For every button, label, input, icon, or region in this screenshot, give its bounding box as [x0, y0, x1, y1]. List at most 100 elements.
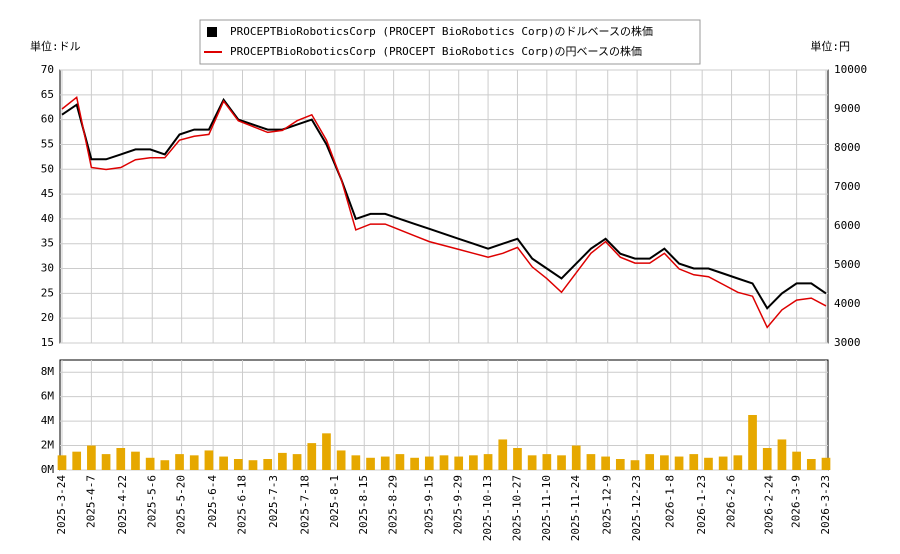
x-tick-label: 2025-4-7: [84, 475, 97, 528]
volume-bar: [571, 445, 581, 470]
volume-bar: [233, 459, 243, 470]
y-tick-label: 45: [41, 187, 54, 200]
volume-bar: [278, 452, 287, 470]
volume-bar: [366, 457, 375, 470]
volume-bar: [777, 439, 787, 470]
x-tick-label: 2026-3-9: [790, 475, 803, 528]
volume-bar: [116, 448, 126, 470]
x-tick-label: 2025-9-15: [422, 475, 435, 535]
volume-bar: [263, 459, 273, 470]
x-tick-label: 2025-12-23: [630, 475, 643, 541]
volume-bar: [322, 433, 331, 470]
x-tick-label: 2025-10-27: [510, 475, 523, 541]
x-tick-label: 2025-5-20: [175, 475, 188, 535]
y-tick-label: 60: [41, 113, 54, 126]
volume-bar: [630, 460, 640, 470]
x-tick-label: 2025-11-24: [569, 475, 582, 542]
x-tick-label: 2025-11-10: [540, 475, 553, 541]
y-tick-label: 30: [41, 262, 54, 275]
volume-bar: [395, 454, 405, 470]
y2-tick-label: 3000: [834, 336, 861, 349]
price-plot-frame: [59, 69, 829, 344]
x-tick-label: 2025-8-29: [387, 475, 400, 535]
volume-bar: [498, 439, 508, 470]
volume-bar: [351, 455, 361, 470]
x-tick-label: 2026-1-8: [664, 475, 677, 528]
volume-bar: [219, 456, 228, 470]
volume-bar: [748, 415, 757, 470]
volume-bar: [204, 450, 214, 470]
y2-tick-label: 7000: [834, 180, 861, 193]
volume-bar: [733, 455, 743, 470]
volume-bar: [792, 451, 801, 470]
y-tick-label: 70: [41, 63, 54, 76]
x-tick-label: 2025-6-4: [206, 475, 219, 528]
legend-label: PROCEPTBioRoboticsCorp (PROCEPT BioRobot…: [230, 24, 653, 38]
y2-tick-label: 6000: [834, 219, 861, 232]
y-tick-label: 20: [41, 311, 54, 324]
volume-bar: [87, 445, 96, 470]
volume-bar: [248, 460, 258, 470]
volume-bar: [762, 448, 772, 470]
volume-bar: [689, 454, 699, 470]
x-tick-label: 2026-1-23: [695, 475, 708, 535]
volume-bar: [601, 456, 610, 470]
x-tick-label: 2025-3-24: [55, 475, 68, 535]
volume-bar: [704, 457, 713, 470]
x-tick-label: 2026-2-6: [725, 475, 738, 528]
volume-bar: [645, 454, 655, 470]
volume-bar: [175, 454, 184, 470]
volume-bar: [410, 457, 419, 470]
volume-plot-frame: [59, 359, 829, 471]
price-line: [61, 95, 827, 329]
volume-bar: [307, 443, 317, 470]
y-tick-label: 0M: [41, 463, 55, 476]
x-tick-label: 2026-3-23: [819, 475, 832, 535]
volume-bar: [615, 459, 625, 470]
y-tick-label: 25: [41, 286, 54, 299]
y2-tick-label: 10000: [834, 63, 867, 76]
y-tick-label: 65: [41, 88, 54, 101]
x-tick-label: 2025-10-13: [481, 475, 494, 541]
y2-tick-label: 9000: [834, 102, 861, 115]
volume-bar: [189, 455, 199, 470]
y-tick-label: 35: [41, 237, 54, 250]
volume-bar: [57, 455, 67, 470]
volume-bar: [72, 451, 82, 470]
legend-label: PROCEPTBioRoboticsCorp (PROCEPT BioRobot…: [230, 44, 642, 58]
volume-bar: [131, 451, 140, 470]
legend: [199, 19, 701, 65]
x-tick-label: 2025-8-15: [357, 475, 370, 535]
volume-bar: [469, 455, 478, 470]
volume-bar: [336, 450, 346, 470]
volume-bar: [160, 460, 170, 470]
y-tick-label: 50: [41, 162, 54, 175]
x-tick-label: 2025-5-6: [145, 475, 158, 528]
volume-bar: [674, 456, 684, 470]
legend-marker: [207, 27, 217, 37]
x-tick-label: 2026-2-24: [762, 475, 775, 535]
x-tick-label: 2025-7-18: [298, 475, 311, 535]
y-tick-label: 40: [41, 212, 54, 225]
y2-tick-label: 4000: [834, 297, 861, 310]
volume-bar: [557, 455, 566, 470]
volume-bar: [718, 456, 728, 470]
volume-bar: [292, 454, 302, 470]
y2-tick-label: 5000: [834, 258, 861, 271]
volume-bar: [454, 456, 464, 470]
y-tick-label: 55: [41, 137, 54, 150]
x-tick-label: 2025-4-22: [116, 475, 129, 535]
x-tick-label: 2025-6-18: [236, 475, 249, 535]
y-tick-label: 8M: [41, 365, 55, 378]
y-axis-label: 単位:ドル: [30, 39, 81, 53]
volume-bar: [424, 456, 434, 470]
y2-axis-label: 単位:円: [810, 39, 850, 53]
volume-bar: [513, 448, 522, 470]
volume-bar: [380, 456, 390, 470]
x-tick-label: 2025-8-1: [328, 475, 341, 528]
y-tick-label: 4M: [41, 414, 55, 427]
volume-bar: [101, 454, 111, 470]
x-tick-label: 2025-9-29: [452, 475, 465, 535]
volume-bar: [806, 459, 816, 470]
